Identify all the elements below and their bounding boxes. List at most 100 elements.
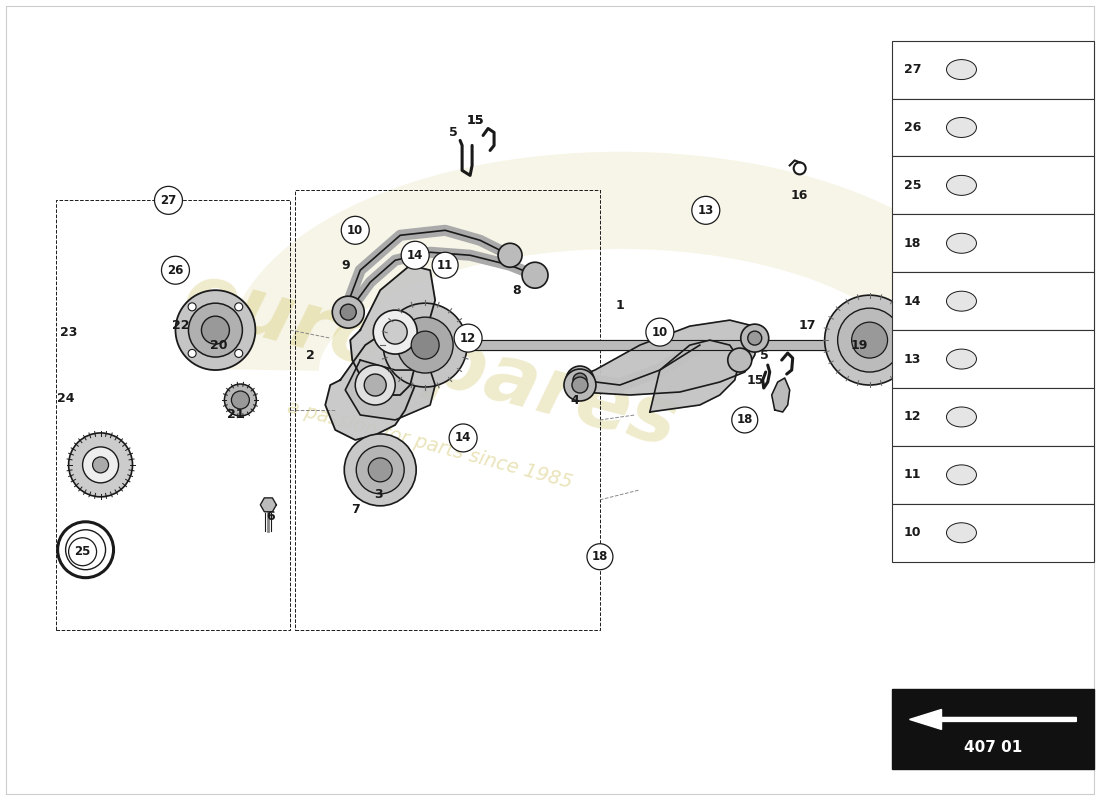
Circle shape — [449, 424, 477, 452]
Circle shape — [154, 186, 183, 214]
Circle shape — [355, 365, 395, 405]
Ellipse shape — [946, 118, 977, 138]
Bar — [892, 157, 1094, 214]
Circle shape — [162, 256, 189, 284]
Polygon shape — [772, 378, 790, 412]
Text: 21: 21 — [227, 409, 244, 422]
Circle shape — [646, 318, 674, 346]
Text: 18: 18 — [592, 550, 608, 563]
Text: 22: 22 — [172, 318, 189, 332]
Circle shape — [732, 407, 758, 433]
Circle shape — [364, 374, 386, 396]
Polygon shape — [426, 340, 870, 350]
Text: 13: 13 — [903, 353, 921, 366]
Text: 24: 24 — [57, 391, 75, 405]
Text: 13: 13 — [697, 204, 714, 217]
Circle shape — [82, 447, 119, 483]
Ellipse shape — [946, 234, 977, 254]
Circle shape — [825, 295, 914, 385]
Text: 5: 5 — [449, 126, 458, 139]
Text: 15: 15 — [747, 374, 764, 386]
Circle shape — [851, 322, 888, 358]
Bar — [892, 272, 1094, 330]
Ellipse shape — [946, 291, 977, 311]
Circle shape — [411, 331, 439, 359]
Text: 10: 10 — [903, 526, 921, 539]
Bar — [892, 214, 1094, 272]
Text: 5: 5 — [760, 349, 769, 362]
Text: 12: 12 — [460, 332, 476, 345]
Bar — [892, 446, 1094, 504]
Ellipse shape — [946, 349, 977, 369]
Text: 26: 26 — [167, 264, 184, 277]
Circle shape — [383, 303, 468, 387]
Circle shape — [176, 290, 255, 370]
Text: 11: 11 — [903, 468, 921, 482]
Ellipse shape — [946, 522, 977, 542]
Text: 2: 2 — [306, 349, 315, 362]
Circle shape — [188, 350, 196, 358]
Circle shape — [201, 316, 230, 344]
Circle shape — [587, 544, 613, 570]
Circle shape — [341, 216, 370, 244]
Polygon shape — [326, 325, 420, 440]
Circle shape — [68, 433, 132, 497]
Text: 18: 18 — [903, 237, 921, 250]
Circle shape — [454, 324, 482, 352]
Text: 7: 7 — [351, 503, 360, 516]
Ellipse shape — [946, 175, 977, 195]
Text: 15: 15 — [466, 114, 484, 127]
Circle shape — [234, 303, 243, 311]
Polygon shape — [345, 360, 436, 420]
Circle shape — [522, 262, 548, 288]
Circle shape — [566, 366, 594, 394]
Circle shape — [564, 369, 596, 401]
Bar — [892, 388, 1094, 446]
Circle shape — [373, 310, 417, 354]
Text: 6: 6 — [266, 510, 275, 523]
Ellipse shape — [946, 465, 977, 485]
Circle shape — [234, 350, 243, 358]
Bar — [892, 330, 1094, 388]
Polygon shape — [268, 498, 276, 505]
Text: 11: 11 — [437, 258, 453, 272]
Circle shape — [748, 331, 761, 345]
Text: 25: 25 — [903, 179, 921, 192]
Polygon shape — [570, 320, 758, 395]
Circle shape — [332, 296, 364, 328]
Circle shape — [356, 446, 404, 494]
Circle shape — [498, 243, 522, 267]
Circle shape — [68, 538, 97, 566]
Text: 9: 9 — [341, 258, 350, 272]
Circle shape — [572, 377, 588, 393]
Circle shape — [728, 348, 751, 372]
Polygon shape — [268, 505, 276, 512]
Text: 23: 23 — [59, 326, 77, 338]
Circle shape — [383, 320, 407, 344]
Text: 3: 3 — [374, 488, 383, 502]
Circle shape — [397, 317, 453, 373]
Bar — [892, 98, 1094, 157]
Text: 19: 19 — [851, 338, 868, 351]
Text: 14: 14 — [903, 294, 921, 308]
Polygon shape — [261, 498, 268, 505]
Bar — [892, 690, 1094, 770]
Text: 407 01: 407 01 — [964, 740, 1022, 755]
Ellipse shape — [946, 407, 977, 427]
Bar — [892, 504, 1094, 562]
Circle shape — [573, 373, 587, 387]
Circle shape — [92, 457, 109, 473]
Circle shape — [224, 384, 256, 416]
Text: 20: 20 — [210, 338, 228, 351]
Circle shape — [231, 391, 250, 409]
Polygon shape — [261, 505, 268, 512]
Polygon shape — [261, 498, 276, 512]
Text: 1: 1 — [616, 298, 625, 312]
Text: 25: 25 — [75, 546, 91, 558]
Circle shape — [402, 242, 429, 270]
Text: 16: 16 — [791, 189, 808, 202]
Circle shape — [344, 434, 416, 506]
Text: 10: 10 — [348, 224, 363, 237]
Text: a passion for parts since 1985: a passion for parts since 1985 — [286, 398, 575, 492]
Polygon shape — [910, 710, 1076, 730]
